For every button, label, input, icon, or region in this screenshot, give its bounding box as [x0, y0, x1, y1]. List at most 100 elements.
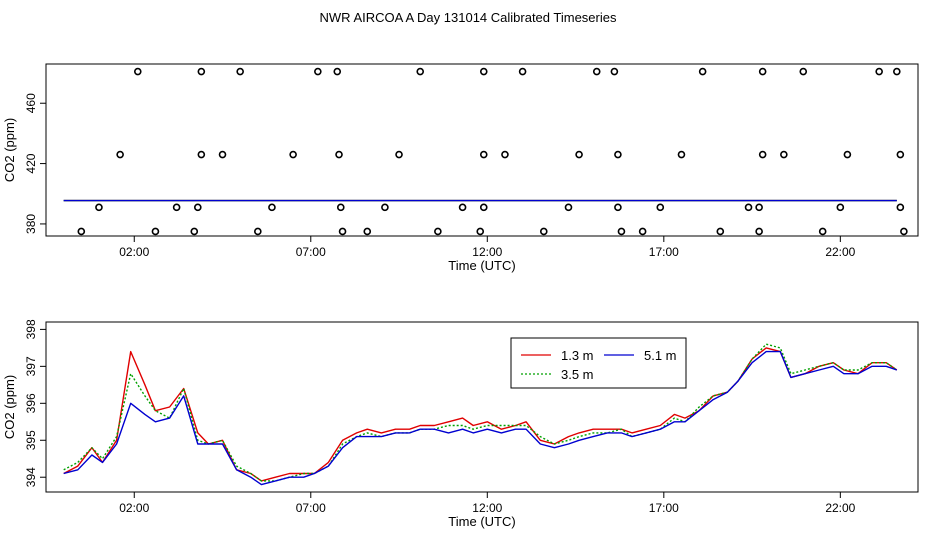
- y-tick-label: 396: [24, 393, 38, 413]
- data-point: [758, 67, 767, 76]
- bottom-panel-co2-lines: 02:00 07:00 12:00 17:00 22:00 394 395 396 397 398…: [2, 319, 919, 529]
- data-point: [314, 67, 322, 76]
- data-point: [896, 203, 905, 212]
- data-point: [95, 203, 103, 212]
- data-point: [395, 150, 403, 159]
- data-point: [575, 150, 583, 159]
- series-line: [63, 343, 898, 482]
- data-point: [151, 227, 160, 236]
- data-point: [780, 150, 788, 159]
- bottom-plot-frame: [45, 321, 919, 493]
- bottom-y-axis-label: CO2 (ppm): [2, 375, 17, 439]
- x-tick-label: 07:00: [296, 501, 326, 515]
- legend-label-3-5m: 3.5 m: [561, 367, 594, 382]
- data-point: [197, 67, 206, 76]
- data-point: [875, 67, 883, 76]
- series-line: [63, 350, 898, 486]
- data-point: [698, 67, 707, 76]
- data-point: [116, 150, 124, 159]
- data-point: [799, 67, 808, 76]
- data-point: [617, 227, 626, 236]
- figure-title: NWR AIRCOA A Day 131014 Calibrated Times…: [320, 10, 617, 25]
- data-point: [336, 203, 345, 212]
- data-point: [836, 203, 845, 212]
- data-point: [479, 150, 488, 159]
- x-tick-label: 22:00: [825, 501, 855, 515]
- data-point: [564, 203, 573, 212]
- data-point: [656, 203, 665, 212]
- y-tick-label: 420: [24, 153, 38, 173]
- data-point: [335, 150, 343, 159]
- bottom-data-marks: [63, 343, 898, 486]
- legend: 1.3 m 3.5 m 5.1 m: [510, 337, 687, 389]
- y-tick-label: 394: [24, 467, 38, 487]
- data-point: [677, 150, 686, 159]
- y-tick-label: 395: [24, 430, 38, 450]
- data-point: [236, 67, 244, 76]
- data-point: [479, 67, 488, 76]
- data-point: [416, 67, 425, 76]
- data-point: [638, 227, 647, 236]
- top-x-axis-label: Time (UTC): [448, 258, 515, 273]
- x-tick-label: 12:00: [472, 245, 502, 259]
- data-point: [338, 227, 347, 236]
- legend-box: [510, 337, 687, 389]
- data-point: [755, 203, 763, 212]
- data-point: [755, 227, 763, 236]
- data-point: [818, 227, 827, 236]
- data-point: [77, 227, 86, 236]
- data-point: [254, 227, 262, 236]
- x-tick-label: 12:00: [472, 501, 502, 515]
- data-point: [501, 150, 509, 159]
- data-point: [197, 150, 206, 159]
- data-point: [333, 67, 342, 76]
- series-line: [63, 347, 898, 482]
- data-point: [518, 67, 527, 76]
- bottom-axes: 02:00 07:00 12:00 17:00 22:00 394 395 396 397 398: [24, 319, 856, 515]
- legend-label-5-1m: 5.1 m: [644, 348, 677, 363]
- x-tick-label: 17:00: [649, 501, 679, 515]
- data-point: [896, 150, 905, 159]
- data-point: [218, 150, 227, 159]
- x-tick-label: 22:00: [825, 245, 855, 259]
- bottom-x-axis-label: Time (UTC): [448, 514, 515, 529]
- x-tick-label: 02:00: [119, 501, 149, 515]
- data-point: [539, 227, 548, 236]
- top-y-axis-label: CO2 (ppm): [2, 118, 17, 182]
- y-tick-label: 460: [24, 93, 38, 113]
- data-point: [614, 150, 622, 159]
- data-point: [479, 203, 488, 212]
- top-axes: 02:00 07:00 12:00 17:00 22:00 380 420 460: [24, 93, 856, 259]
- data-point: [614, 203, 622, 212]
- x-tick-label: 17:00: [649, 245, 679, 259]
- data-point: [900, 227, 908, 236]
- data-point: [744, 203, 753, 212]
- top-plot-frame: [45, 63, 919, 237]
- data-point: [476, 227, 485, 236]
- data-point: [716, 227, 725, 236]
- data-point: [363, 227, 372, 236]
- data-point: [289, 150, 297, 159]
- legend-label-1-3m: 1.3 m: [561, 348, 594, 363]
- data-point: [843, 150, 852, 159]
- data-point: [592, 67, 601, 76]
- data-point: [458, 203, 467, 212]
- data-point: [381, 203, 389, 212]
- data-point: [133, 67, 142, 76]
- data-point: [194, 203, 202, 212]
- x-tick-label: 02:00: [119, 245, 149, 259]
- data-point: [893, 67, 901, 76]
- y-tick-label: 380: [24, 214, 38, 234]
- data-point: [610, 67, 619, 76]
- data-point: [172, 203, 181, 212]
- top-panel-co2-scatter: 02:00 07:00 12:00 17:00 22:00 380 420 460 Time …: [2, 63, 919, 273]
- x-tick-label: 07:00: [296, 245, 326, 259]
- data-point: [434, 227, 442, 236]
- y-tick-label: 397: [24, 356, 38, 376]
- data-point: [758, 150, 767, 159]
- data-point: [190, 227, 199, 236]
- y-tick-label: 398: [24, 319, 38, 339]
- top-data-marks: [63, 67, 908, 236]
- data-point: [268, 203, 276, 212]
